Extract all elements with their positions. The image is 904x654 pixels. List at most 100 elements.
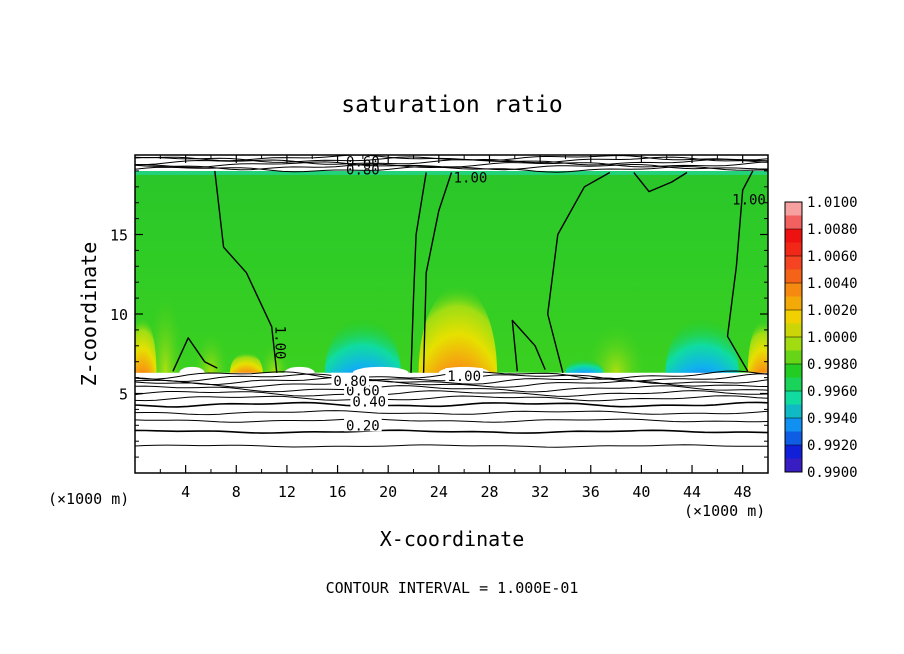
x-units-right: (×1000 m) bbox=[684, 502, 765, 520]
colorbar-swatch bbox=[785, 364, 802, 392]
contour-line bbox=[135, 410, 768, 416]
colorbar-swatch bbox=[785, 310, 802, 338]
contour-label-text: 1.00 bbox=[447, 369, 481, 385]
contour-label: 1.00 bbox=[732, 193, 766, 209]
colorbar: 1.0100 1.0080 1.0060 1.0040 1.0020 1.0000 0.99… bbox=[784, 195, 858, 481]
contour-line bbox=[135, 429, 768, 434]
x-tick-label: 48 bbox=[734, 483, 752, 501]
contour-label-text: 1.00 bbox=[454, 170, 488, 186]
contour-label: 1.00 bbox=[454, 170, 488, 186]
y-tick-label: 10 bbox=[110, 306, 128, 324]
colorbar-swatch-blend bbox=[785, 377, 802, 392]
saturation-field bbox=[135, 155, 768, 473]
colorbar-swatch-blend bbox=[785, 296, 802, 311]
y-tick-label: 5 bbox=[119, 386, 128, 404]
colorbar-label: 0.9940 bbox=[807, 411, 858, 427]
colorbar-swatch-blend bbox=[785, 323, 802, 338]
contour-label-backing bbox=[350, 393, 389, 408]
contour-line bbox=[214, 170, 278, 373]
contour-line bbox=[135, 395, 768, 402]
contour-label: 1.00 bbox=[445, 368, 483, 385]
contour-label: 0.40 bbox=[350, 393, 389, 410]
x-units-left: (×1000 m) bbox=[48, 490, 129, 508]
colorbar-label: 1.0080 bbox=[807, 222, 858, 238]
contour-line bbox=[135, 165, 768, 173]
contour-line bbox=[726, 170, 754, 372]
contour-lines bbox=[135, 155, 768, 448]
x-tick-label: 40 bbox=[632, 483, 650, 501]
contour-label-text: 1.00 bbox=[272, 326, 288, 360]
contour-label-text: 0.60 bbox=[346, 383, 380, 399]
contour-line bbox=[135, 155, 768, 162]
colorbar-swatch-blend bbox=[785, 404, 802, 419]
contour-label-backing bbox=[445, 368, 483, 383]
contour-line bbox=[547, 171, 611, 373]
contour-label-backing bbox=[344, 417, 382, 432]
contour-line bbox=[172, 337, 218, 372]
contour-line bbox=[135, 156, 768, 164]
contour-line bbox=[633, 171, 688, 193]
x-tick-label: 20 bbox=[379, 483, 397, 501]
colorbar-label: 0.9960 bbox=[807, 384, 858, 400]
contour-labels: 0.200.400.600.80 1.001.001.001.000.800.60 bbox=[272, 154, 766, 434]
colorbar-label: 1.0060 bbox=[807, 249, 858, 265]
contour-line bbox=[135, 161, 768, 168]
colorbar-label: 0.9980 bbox=[807, 357, 858, 373]
colorbar-swatch-blend bbox=[785, 431, 802, 446]
colorbar-swatch-blend bbox=[785, 242, 802, 257]
colorbar-swatch bbox=[785, 283, 802, 311]
contour-label-text: 0.80 bbox=[333, 374, 367, 390]
plot-area: 0.200.400.600.80 1.001.001.001.000.800.60 bbox=[135, 154, 768, 473]
colorbar-swatch bbox=[785, 418, 802, 446]
y-axis: 5 10 15 bbox=[110, 170, 768, 458]
colorbar-swatch-blend bbox=[785, 215, 802, 230]
contour-line bbox=[135, 385, 768, 393]
colorbar-swatch bbox=[785, 229, 802, 257]
contour-line bbox=[422, 172, 453, 373]
contour-label-text: 0.20 bbox=[346, 418, 380, 434]
contour-line bbox=[410, 172, 427, 373]
colorbar-label: 0.9900 bbox=[807, 465, 858, 481]
x-axis-label: X-coordinate bbox=[380, 527, 525, 551]
colorbar-label: 1.0040 bbox=[807, 276, 858, 292]
y-axis-label: Z-coordinate bbox=[77, 242, 101, 387]
lower-dry-layer bbox=[135, 372, 768, 473]
contour-line bbox=[135, 401, 768, 408]
colorbar-label: 0.9920 bbox=[807, 438, 858, 454]
contour-line bbox=[135, 418, 768, 423]
contour-line bbox=[511, 319, 546, 372]
contour-line bbox=[135, 444, 768, 448]
y-tick-label: 15 bbox=[110, 227, 128, 245]
contour-label-text: 1.00 bbox=[732, 193, 766, 209]
contour-line bbox=[135, 390, 768, 397]
contour-label: 0.20 bbox=[344, 417, 382, 434]
x-axis: 4 8 12 16 20 24 28 32 36 40 44 48 bbox=[159, 155, 752, 501]
colorbar-swatch bbox=[785, 256, 802, 284]
chart-title: saturation ratio bbox=[341, 92, 563, 118]
colorbar-swatch bbox=[785, 445, 802, 473]
colorbar-label: 1.0100 bbox=[807, 195, 858, 211]
colorbar-swatch-blend bbox=[785, 458, 802, 473]
contour-line bbox=[135, 376, 768, 386]
colorbar-swatch-blend bbox=[785, 350, 802, 365]
x-tick-label: 12 bbox=[278, 483, 296, 501]
contour-label: 0.80 bbox=[331, 372, 370, 390]
contour-label: 0.60 bbox=[346, 154, 380, 170]
colorbar-swatch bbox=[785, 337, 802, 365]
colorbar-label: 1.0000 bbox=[807, 330, 858, 346]
contour-interval-note: CONTOUR INTERVAL = 1.000E-01 bbox=[326, 579, 579, 597]
colorbar-swatch bbox=[785, 202, 802, 230]
x-tick-label: 32 bbox=[531, 483, 549, 501]
contour-label-text: 0.60 bbox=[346, 154, 380, 170]
contour-label-backing bbox=[331, 372, 370, 387]
contour-label-text: 0.80 bbox=[346, 162, 380, 178]
contour-label-text: 0.40 bbox=[352, 394, 386, 410]
x-tick-label: 16 bbox=[329, 483, 347, 501]
contour-label: 1.00 bbox=[272, 326, 288, 360]
colorbar-swatch-blend bbox=[785, 269, 802, 284]
x-tick-label: 36 bbox=[582, 483, 600, 501]
x-tick-label: 4 bbox=[181, 483, 190, 501]
colorbar-swatch bbox=[785, 391, 802, 419]
x-tick-label: 8 bbox=[232, 483, 241, 501]
